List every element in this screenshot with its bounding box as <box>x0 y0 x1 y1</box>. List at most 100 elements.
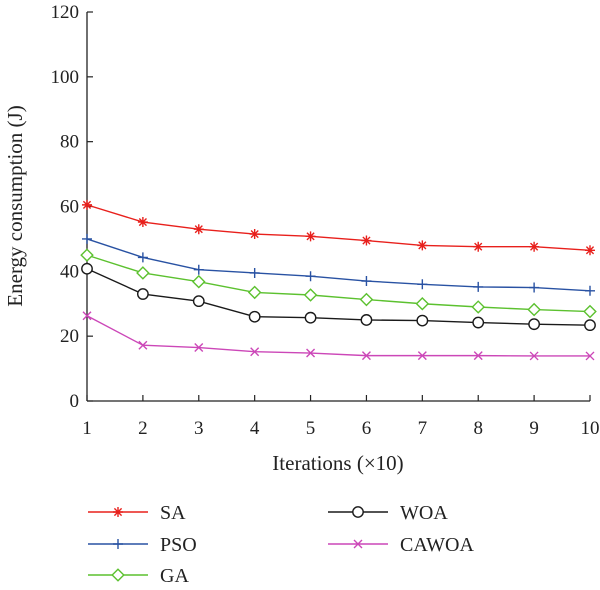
data-point-woa <box>360 314 373 326</box>
data-point-woa <box>416 314 429 327</box>
legend-label: CAWOA <box>400 534 475 556</box>
series-cawoa <box>82 311 595 361</box>
data-point-sa <box>82 199 92 210</box>
y-tick-label: 60 <box>60 197 79 218</box>
y-tick-label: 20 <box>60 326 79 347</box>
data-point-sa <box>361 235 372 246</box>
data-point-ga <box>415 296 430 311</box>
legend-marker <box>113 539 123 549</box>
legend-label: SA <box>160 502 186 524</box>
x-tick-label: 3 <box>194 418 204 439</box>
series-sa <box>82 199 595 256</box>
data-point-pso <box>82 233 92 244</box>
legend-marker <box>353 539 363 549</box>
x-ticks: 1 2 3 4 5 6 7 8 9 10 <box>82 395 600 439</box>
legend-marker <box>352 506 364 518</box>
data-point-pso <box>249 267 260 278</box>
data-point-woa <box>528 318 541 331</box>
data-point-sa <box>417 240 428 251</box>
data-point-cawoa <box>194 343 204 353</box>
x-tick-label: 2 <box>138 418 148 439</box>
data-point-pso <box>529 282 540 293</box>
legend-marker <box>111 568 125 582</box>
legend-item-pso: PSO <box>88 534 197 556</box>
data-point-pso <box>473 281 484 292</box>
data-point-sa <box>249 229 260 240</box>
series-line-cawoa <box>86 315 590 357</box>
x-tick-label: 1 <box>82 418 92 439</box>
data-point-ga <box>527 302 541 317</box>
legend-label: GA <box>160 565 189 587</box>
legend-item-sa: SA <box>88 502 186 524</box>
data-point-cawoa <box>529 351 539 361</box>
x-tick-label: 8 <box>473 418 483 439</box>
legend: SA PSO GA WOA CAWOA <box>88 502 475 587</box>
x-tick-label: 7 <box>418 418 428 439</box>
series-pso <box>82 233 595 296</box>
data-point-sa <box>137 217 148 228</box>
y-tick-label: 0 <box>70 391 80 412</box>
data-point-ga <box>191 274 206 289</box>
data-point-cawoa <box>82 311 92 321</box>
x-tick-label: 9 <box>529 418 539 439</box>
data-point-sa <box>529 241 540 252</box>
data-point-woa <box>81 262 93 275</box>
data-point-woa <box>304 311 317 324</box>
data-point-pso <box>361 276 372 287</box>
data-point-ga <box>359 292 374 307</box>
x-tick-label: 10 <box>581 418 600 439</box>
y-ticks: 0 20 40 60 80 100 120 <box>51 2 93 412</box>
x-tick-label: 5 <box>306 418 316 439</box>
series-layer <box>80 199 597 361</box>
data-point-woa <box>136 288 149 300</box>
data-point-woa <box>248 310 261 323</box>
data-point-pso <box>585 285 595 296</box>
x-tick-label: 6 <box>362 418 372 439</box>
series-ga <box>80 248 597 319</box>
x-tick-label: 4 <box>250 418 260 439</box>
data-point-cawoa <box>585 351 595 361</box>
data-point-cawoa <box>361 351 371 361</box>
data-point-cawoa <box>250 347 260 357</box>
series-line-pso <box>86 238 591 292</box>
data-point-cawoa <box>417 351 427 361</box>
data-point-ga <box>303 288 318 302</box>
y-tick-label: 80 <box>60 132 79 153</box>
data-point-cawoa <box>138 340 148 350</box>
legend-item-ga: GA <box>88 565 189 587</box>
y-tick-label: 100 <box>51 67 80 88</box>
plot-area <box>86 12 590 402</box>
series-woa <box>81 262 596 332</box>
y-tick-label: 120 <box>51 2 80 23</box>
data-point-sa <box>473 241 484 252</box>
data-point-woa <box>192 295 205 308</box>
legend-label: WOA <box>400 502 448 524</box>
data-point-pso <box>193 264 204 275</box>
series-line-woa <box>86 268 591 326</box>
legend-item-cawoa: CAWOA <box>328 534 475 556</box>
data-point-sa <box>305 231 316 242</box>
data-point-cawoa <box>306 348 316 358</box>
data-point-ga <box>471 300 486 314</box>
y-tick-label: 40 <box>60 261 79 282</box>
data-point-woa <box>584 319 596 332</box>
data-point-ga <box>583 304 597 319</box>
series-line-ga <box>86 254 591 313</box>
data-point-ga <box>136 266 150 280</box>
x-axis-label: Iterations (×10) <box>272 451 403 475</box>
legend-item-woa: WOA <box>328 502 448 524</box>
data-point-ga <box>247 285 262 300</box>
legend-marker <box>113 507 123 517</box>
data-point-pso <box>305 271 316 282</box>
data-point-sa <box>193 224 204 235</box>
data-point-woa <box>472 316 485 329</box>
data-point-cawoa <box>473 351 483 361</box>
series-line-sa <box>86 204 591 251</box>
data-point-pso <box>417 279 428 290</box>
data-point-sa <box>585 245 595 256</box>
y-axis-label: Energy consumption (J) <box>3 105 27 306</box>
data-point-pso <box>137 252 148 263</box>
legend-label: PSO <box>160 534 197 556</box>
data-point-ga <box>80 248 94 262</box>
